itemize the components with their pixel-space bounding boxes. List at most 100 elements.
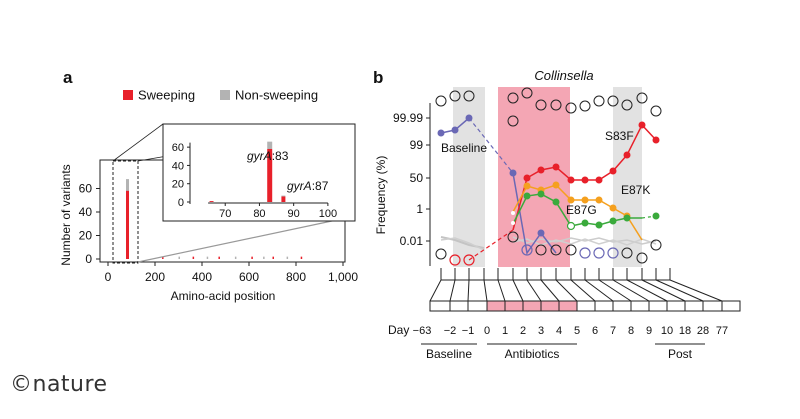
open-circle [535,244,547,256]
series-s83f [468,121,660,261]
open-circle [593,247,605,259]
white-marker [511,211,515,215]
baseline-point [465,114,473,122]
s83f-point [595,176,603,184]
open-circle [521,87,533,99]
annotation-baseline: Baseline [441,141,487,155]
e87k-point [595,196,603,204]
y-ticks-b: 0.01 1 50 99 99.99 [393,111,430,248]
day-label: 10 [661,325,673,337]
s83f-point [523,174,531,182]
inset-frame [162,123,356,222]
group-antibiotics: Antibiotics [505,347,560,361]
day-label: 1 [502,325,508,337]
open-circle [435,248,447,260]
fan-diagonal [449,279,456,302]
s83f-dashed [468,229,514,261]
legend-label-non-sweeping: Non-sweeping [235,88,318,103]
open-circle [449,90,461,102]
legend-swatch-sweeping [123,90,133,100]
open-circle [607,247,619,259]
open-circle [507,92,519,104]
panel-b-title: Collinsella [534,68,593,83]
inset-bar-non-sweeping [281,195,286,197]
main-bar-sweeping [126,190,130,259]
x-tick-label: 200 [145,270,165,284]
grey-line-2 [440,237,485,251]
e87g-dashed [641,215,657,219]
e87k-point [609,204,617,212]
inset-y-tick-label: 0 [178,197,184,209]
open-circle [621,99,633,111]
e87g-point [595,221,603,229]
day-label: 2 [520,325,526,337]
open-circle [650,239,662,251]
day-timeline-bar [429,300,741,312]
s83f-point [652,136,660,144]
inset-annotation-gyra-83: gyrA:83 [247,149,289,163]
y-axis-label-a: Number of variants [59,164,73,265]
fan-diagonal [669,279,723,302]
fan-diagonal [570,279,596,302]
e87g-point [566,221,576,231]
open-circle [579,247,591,259]
fan-diagonal [467,279,470,302]
y-tick-label-b: 50 [410,171,424,185]
s83f-point [552,163,560,171]
legend-a: Sweeping Non-sweeping [123,88,318,103]
y-tick-label-b: 0.01 [400,234,424,248]
nature-watermark: ©nature [10,372,108,397]
inset-bar-non-sweeping [267,141,273,149]
inset-x-tick-label: 100 [319,208,337,220]
open-circle [593,95,605,107]
e87k-point [567,196,575,204]
baseline-line-2 [512,172,557,255]
x-tick-label: 600 [239,270,259,284]
s83f-point [537,166,545,174]
inset-bar-sweeping [209,201,214,202]
s83f-point [623,151,631,159]
fan-diagonal [655,279,704,302]
white-marker [511,221,515,225]
x-tick-label: 1,000 [328,270,358,284]
s83f-point [567,176,575,184]
open-circle [521,244,533,256]
main-bar-minor [178,256,180,259]
main-bar-minor [263,256,265,259]
post-shade [613,87,642,267]
group-baseline: Baseline [426,347,472,361]
fan-diagonal [429,279,442,302]
fan-diagonal [540,279,560,302]
x-tick-label: 800 [286,270,306,284]
baseline-point [537,229,545,237]
open-circles-top [435,87,662,127]
fan-diagonal [612,279,650,302]
group-post: Post [668,347,693,361]
open-circle [507,231,519,243]
zoom-box [112,160,139,264]
e87g-point [523,192,531,200]
y-tick-label-b: 1 [416,202,423,216]
annotation-e87g: E87G [566,203,597,217]
day-label: 5 [574,325,580,337]
inset-x-tick-label: 70 [219,208,231,220]
e87k-point [581,196,589,204]
x-tick-label: 400 [192,270,212,284]
inset-y-tick-label: 20 [172,179,184,191]
fan-diagonal [497,279,506,302]
open-circle [463,90,475,102]
main-bar-minor [300,256,303,259]
inset-marks [209,141,286,202]
day-label: 6 [592,325,598,337]
open-circle [650,105,662,117]
open-circle [579,100,591,112]
main-bar-minor [234,256,237,259]
grey-line-4 [512,238,657,246]
day-label: 18 [679,325,691,337]
e87g-line [512,193,642,227]
open-circle [449,254,461,266]
fan-diagonal [584,279,614,302]
fan-diagonal [512,279,524,302]
main-bar-minor [272,256,274,259]
